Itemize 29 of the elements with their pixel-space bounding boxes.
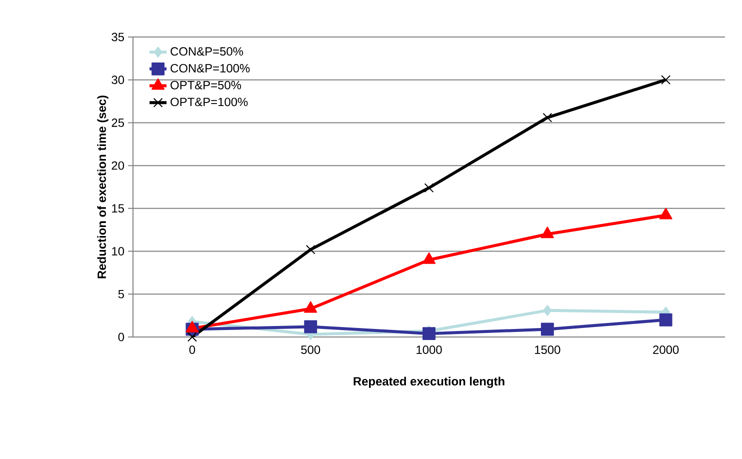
- y-tick-label: 15: [112, 204, 124, 213]
- legend-label: CON&P=100%: [170, 64, 250, 72]
- legend-label: OPT&P=50%: [170, 80, 242, 90]
- legend-label: CON&P=50%: [170, 47, 244, 56]
- point: [422, 327, 436, 340]
- y-tick-label: 20: [112, 161, 124, 170]
- y-tick-label: 10: [112, 247, 124, 256]
- point: [540, 322, 554, 336]
- x-tick-label: 2000: [653, 346, 679, 354]
- y-tick-label: 25: [112, 118, 124, 127]
- y-axis-title: Reduction of exection time (sec): [97, 96, 108, 278]
- x-tick-label: 1000: [416, 346, 442, 354]
- point: [661, 75, 671, 85]
- x-tick-label: 1500: [535, 346, 560, 354]
- point: [304, 320, 318, 334]
- point: [424, 183, 434, 193]
- point: [659, 313, 672, 326]
- point: [542, 112, 552, 122]
- legend-label: OPT&P=100%: [170, 98, 248, 106]
- y-tick-label: 30: [112, 76, 124, 84]
- x-tick-label: 500: [301, 346, 320, 354]
- x-axis-title: Repeated execution length: [354, 376, 504, 388]
- point: [543, 304, 552, 316]
- point: [187, 332, 197, 342]
- y-tick-label: 35: [112, 32, 124, 42]
- x-tick-label: 0: [189, 346, 196, 354]
- point: [306, 244, 316, 254]
- y-tick-label: 0: [118, 332, 124, 342]
- y-tick-label: 5: [118, 290, 124, 298]
